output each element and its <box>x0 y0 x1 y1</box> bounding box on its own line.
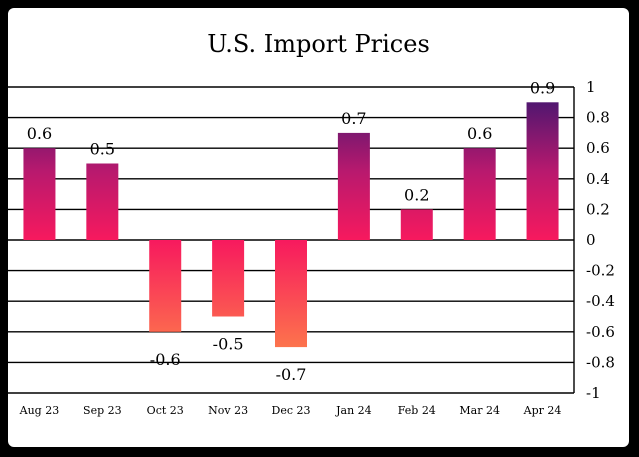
data-label: -0.6 <box>150 350 181 369</box>
bar <box>149 240 182 332</box>
y-tick-label: 0.8 <box>586 109 610 127</box>
y-tick-label: -0.4 <box>586 292 615 310</box>
category-label: Jan 24 <box>335 404 372 417</box>
bar <box>526 102 559 240</box>
gridlines <box>8 86 575 394</box>
y-tick-label: -1 <box>586 384 601 402</box>
data-label: 0.6 <box>27 124 52 143</box>
category-label: Oct 23 <box>147 404 184 417</box>
data-label: 0.6 <box>467 124 492 143</box>
category-labels: Aug 23 Sep 23 Oct 23 Nov 23 Dec 23 Jan 24 Feb … <box>19 404 562 417</box>
data-label: -0.5 <box>213 335 244 354</box>
category-label: Nov 23 <box>208 404 248 417</box>
y-tick-label: -0.2 <box>586 262 615 280</box>
category-label: Aug 23 <box>19 404 60 417</box>
bar <box>23 148 56 240</box>
y-tick-label: 0.2 <box>586 200 610 218</box>
data-label: 0.5 <box>90 140 115 159</box>
category-label: Mar 24 <box>459 404 500 417</box>
chart-title: U.S. Import Prices <box>207 30 430 58</box>
y-axis-ticks: 1 0.8 0.6 0.4 0.2 0 -0.2 -0.4 -0.6 -0.8 -1 <box>586 78 615 402</box>
y-tick-label: 0.6 <box>586 139 610 157</box>
bar <box>212 240 245 317</box>
bar <box>400 209 433 240</box>
data-label: 0.7 <box>341 109 366 128</box>
chart-frame: U.S. Import Prices 1 0.8 0.6 0.4 0.2 0 -0.2 -0.… <box>8 8 629 447</box>
bar-chart: 1 0.8 0.6 0.4 0.2 0 -0.2 -0.4 -0.6 -0.8 -1 0.6 0.5 -… <box>8 78 615 417</box>
bar <box>463 148 496 240</box>
data-label: -0.7 <box>276 365 307 384</box>
data-label: 0.2 <box>404 185 429 204</box>
category-label: Sep 23 <box>83 404 122 417</box>
y-tick-label: -0.8 <box>586 353 615 371</box>
bars <box>23 102 559 348</box>
bar <box>86 163 119 240</box>
bar <box>337 132 370 240</box>
category-label: Dec 23 <box>272 404 311 417</box>
bar <box>275 240 307 348</box>
data-label: 0.9 <box>530 78 555 97</box>
y-tick-label: 1 <box>586 78 596 96</box>
data-labels: 0.6 0.5 -0.6 -0.5 -0.7 0.7 0.2 0.6 0.9 <box>27 78 556 384</box>
y-tick-label: 0.4 <box>586 170 610 188</box>
y-tick-label: -0.6 <box>586 323 615 341</box>
category-label: Feb 24 <box>398 404 436 417</box>
y-tick-label: 0 <box>586 231 596 249</box>
category-label: Apr 24 <box>523 404 562 417</box>
